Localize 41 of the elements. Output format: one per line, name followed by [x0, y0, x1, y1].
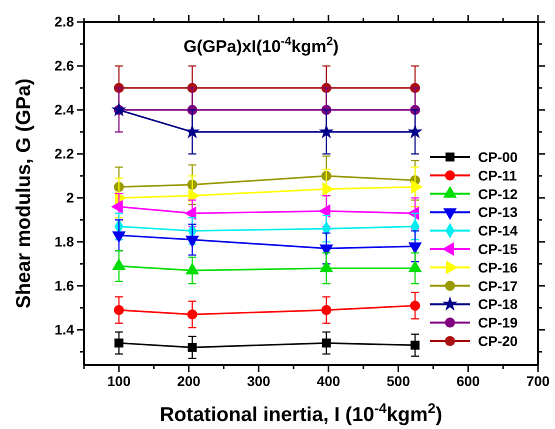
point: [318, 124, 334, 138]
point: [111, 102, 126, 116]
legend-label: CP-18: [478, 296, 518, 312]
y-axis-title: Shear modulus, G (GPa): [13, 78, 35, 309]
legend-label: CP-20: [478, 333, 518, 349]
point: [410, 340, 420, 350]
point: [408, 124, 423, 138]
point: [321, 304, 332, 316]
x-axis-title: Rotational inertia, I (10$^{-4}$kgm$^{2}$): [160, 400, 442, 426]
point: [184, 124, 200, 138]
legend-label: CP-17: [478, 278, 518, 294]
y-tick-label: 2.8: [54, 13, 74, 30]
legend-label: CP-15: [478, 241, 518, 257]
point: [114, 304, 124, 316]
y-tick-label: 2.4: [54, 101, 74, 118]
legend-label: CP-00: [478, 149, 518, 165]
x-tick-label: 200: [177, 373, 201, 390]
point: [188, 342, 197, 352]
x-tick-label: 500: [386, 373, 410, 390]
legend-label: CP-14: [478, 222, 518, 239]
point: [322, 338, 331, 348]
text: G(GPa)xI(10$^{-4}$kgm$^{2}$): [183, 34, 339, 56]
legend-label: CP-12: [478, 186, 518, 202]
x-tick-label: 300: [246, 373, 271, 390]
x-tick-label: 600: [456, 373, 480, 390]
point: [410, 300, 420, 311]
legend-label: CP-13: [478, 204, 518, 220]
y-tick-label: 1.8: [54, 233, 74, 250]
legend-label: CP-16: [478, 259, 518, 276]
y-tick-label: 2.6: [54, 57, 74, 74]
x-tick-label: 100: [107, 373, 131, 390]
legend-label: CP-11: [478, 167, 518, 184]
point: [114, 338, 124, 348]
x-tick-label: 400: [316, 373, 340, 390]
y-tick-label: 1.6: [54, 277, 74, 294]
y-tick-label: 2: [66, 189, 74, 206]
x-tick-label: 700: [526, 373, 550, 390]
point: [187, 309, 198, 320]
y-tick-label: 2.2: [54, 145, 74, 162]
y-tick-label: 1.4: [54, 321, 74, 338]
legend-label: CP-19: [478, 314, 518, 331]
